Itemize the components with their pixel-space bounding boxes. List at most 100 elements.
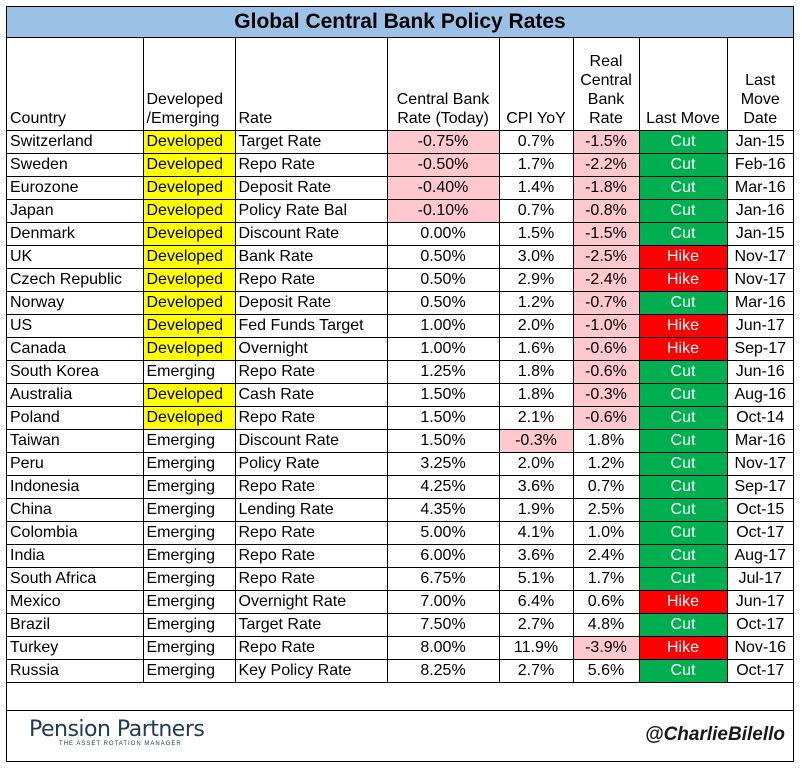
- cell-rate: Bank Rate: [234, 245, 388, 269]
- table-row: South Korea Emerging Repo Rate 1.25% 1.8% -0.…: [7, 360, 793, 384]
- cell-country: UK: [7, 245, 144, 269]
- cell-last-move: Cut: [638, 613, 728, 637]
- cell-real-rate: 4.8%: [572, 613, 640, 637]
- cell-real-rate: 5.6%: [572, 659, 640, 683]
- cell-developed-emerging: Emerging: [142, 521, 236, 545]
- cell-developed-emerging: Developed: [142, 130, 236, 154]
- cell-last-move-date: Aug-16: [726, 383, 793, 407]
- cell-last-move-date: Sep-17: [726, 337, 793, 361]
- table-row: India Emerging Repo Rate 6.00% 3.6% 2.4% Cut Au…: [7, 544, 793, 568]
- cell-cpi: 1.9%: [498, 498, 574, 522]
- cell-real-rate: 1.7%: [572, 567, 640, 591]
- cell-last-move: Cut: [638, 429, 728, 453]
- cell-real-rate: -3.9%: [572, 636, 640, 660]
- cell-real-rate: -0.6%: [572, 360, 640, 384]
- footer: Pension Partners THE ASSET ROTATION MANA…: [7, 710, 793, 761]
- table-row: Turkey Emerging Repo Rate 8.00% 11.9% -3.9% Hi…: [7, 636, 793, 660]
- cell-country: Canada: [7, 337, 144, 361]
- cell-last-move: Cut: [638, 521, 728, 545]
- cell-rate: Key Policy Rate: [234, 659, 388, 683]
- table-row: Eurozone Developed Deposit Rate -0.40% 1.4% -…: [7, 176, 793, 200]
- cell-cpi: 1.8%: [498, 383, 574, 407]
- cell-real-rate: -2.4%: [572, 268, 640, 292]
- cell-rate: Cash Rate: [234, 383, 388, 407]
- cell-country: South Korea: [7, 360, 144, 384]
- cell-last-move-date: Oct-17: [726, 613, 793, 637]
- cell-cb-rate: 4.25%: [386, 475, 500, 499]
- header-row: Country Developed /Emerging Rate Central…: [7, 38, 793, 131]
- cell-real-rate: -2.2%: [572, 153, 640, 177]
- header-rate: Rate: [234, 38, 388, 131]
- cell-cpi: 2.0%: [498, 314, 574, 338]
- cell-cpi: 1.4%: [498, 176, 574, 200]
- logo-tagline: THE ASSET ROTATION MANAGER: [59, 741, 182, 747]
- cell-developed-emerging: Developed: [142, 406, 236, 430]
- cell-developed-emerging: Emerging: [142, 636, 236, 660]
- table-row: Russia Emerging Key Policy Rate 8.25% 2.7% 5.…: [7, 659, 793, 683]
- cell-cpi: 2.7%: [498, 613, 574, 637]
- cell-country: Norway: [7, 291, 144, 315]
- cell-real-rate: -2.5%: [572, 245, 640, 269]
- cell-country: Japan: [7, 199, 144, 223]
- header-last-move-date: Last Move Date: [726, 38, 793, 131]
- cell-cpi: 5.1%: [498, 567, 574, 591]
- cell-country: Denmark: [7, 222, 144, 246]
- cell-last-move: Hike: [638, 245, 728, 269]
- header-developed-emerging: Developed /Emerging: [142, 38, 236, 131]
- cell-cpi: 6.4%: [498, 590, 574, 614]
- cell-real-rate: -0.6%: [572, 337, 640, 361]
- cell-country: South Africa: [7, 567, 144, 591]
- cell-cb-rate: 0.50%: [386, 268, 500, 292]
- cell-real-rate: -1.0%: [572, 314, 640, 338]
- cell-last-move-date: Nov-17: [726, 245, 793, 269]
- table-row: Japan Developed Policy Rate Bal -0.10% 0.7% -…: [7, 199, 793, 223]
- logo-text: Pension Partners: [29, 717, 205, 742]
- cell-cpi: 11.9%: [498, 636, 574, 660]
- cell-country: Poland: [7, 406, 144, 430]
- cell-developed-emerging: Emerging: [142, 452, 236, 476]
- cell-last-move: Cut: [638, 498, 728, 522]
- cell-cpi: 1.5%: [498, 222, 574, 246]
- cell-developed-emerging: Developed: [142, 176, 236, 200]
- cell-cb-rate: 5.00%: [386, 521, 500, 545]
- cell-cpi: 0.7%: [498, 130, 574, 154]
- cell-country: Eurozone: [7, 176, 144, 200]
- cell-country: Czech Republic: [7, 268, 144, 292]
- cell-last-move: Cut: [638, 199, 728, 223]
- cell-last-move-date: Jan-15: [726, 130, 793, 154]
- cell-rate: Repo Rate: [234, 406, 388, 430]
- cell-cpi: 2.0%: [498, 452, 574, 476]
- cell-country: Sweden: [7, 153, 144, 177]
- cell-developed-emerging: Emerging: [142, 613, 236, 637]
- cell-last-move: Cut: [638, 567, 728, 591]
- cell-last-move-date: Jun-17: [726, 590, 793, 614]
- cell-rate: Policy Rate Bal: [234, 199, 388, 223]
- table-row: Taiwan Emerging Discount Rate 1.50% -0.3% 1.8…: [7, 429, 793, 453]
- cell-real-rate: -0.8%: [572, 199, 640, 223]
- cell-country: Mexico: [7, 590, 144, 614]
- cell-country: Peru: [7, 452, 144, 476]
- cell-last-move: Cut: [638, 544, 728, 568]
- cell-rate: Repo Rate: [234, 636, 388, 660]
- cell-real-rate: -0.6%: [572, 406, 640, 430]
- cell-rate: Deposit Rate: [234, 291, 388, 315]
- cell-rate: Repo Rate: [234, 567, 388, 591]
- cell-cpi: 1.8%: [498, 360, 574, 384]
- cell-cb-rate: 1.00%: [386, 314, 500, 338]
- cell-real-rate: 1.2%: [572, 452, 640, 476]
- header-cpi: CPI YoY: [498, 38, 574, 131]
- cell-last-move: Cut: [638, 659, 728, 683]
- cell-last-move: Cut: [638, 383, 728, 407]
- cell-rate: Target Rate: [234, 130, 388, 154]
- cell-rate: Lending Rate: [234, 498, 388, 522]
- cell-country: Switzerland: [7, 130, 144, 154]
- cell-real-rate: -1.5%: [572, 130, 640, 154]
- cell-real-rate: -0.3%: [572, 383, 640, 407]
- cell-country: US: [7, 314, 144, 338]
- cell-last-move-date: Aug-17: [726, 544, 793, 568]
- cell-cb-rate: 0.50%: [386, 291, 500, 315]
- cell-rate: Discount Rate: [234, 222, 388, 246]
- table-row: Peru Emerging Policy Rate 3.25% 2.0% 1.2% Cut N…: [7, 452, 793, 476]
- cell-last-move-date: Oct-14: [726, 406, 793, 430]
- cell-cpi: 1.6%: [498, 337, 574, 361]
